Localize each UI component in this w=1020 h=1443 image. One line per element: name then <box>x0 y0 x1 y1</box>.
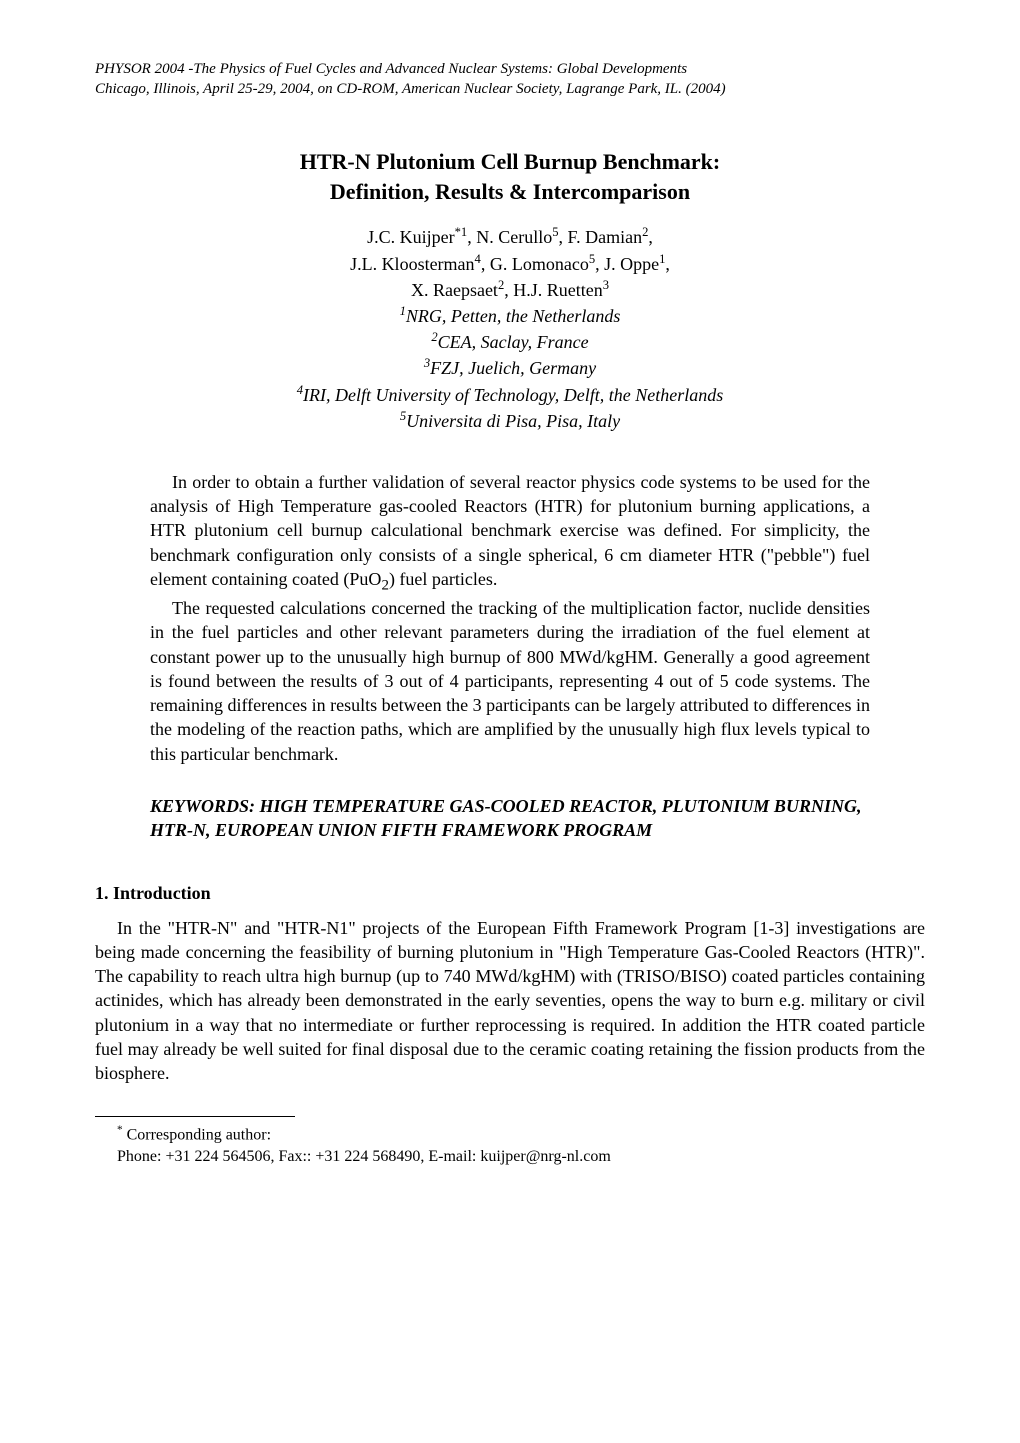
affiliation-2: 2CEA, Saclay, France <box>95 329 925 355</box>
page: PHYSOR 2004 -The Physics of Fuel Cycles … <box>0 0 1020 1229</box>
abstract-subscript: 2 <box>381 578 389 594</box>
abstract-text: ) fuel particles. <box>389 569 497 589</box>
footnote-line2: Phone: +31 224 564506, Fax:: +31 224 568… <box>117 1146 925 1168</box>
author-sep: , <box>648 227 653 247</box>
author-name: , G. Lomonaco <box>481 254 589 274</box>
section-1-body: In the "HTR-N" and "HTR-N1" projects of … <box>95 916 925 1086</box>
affil-text: CEA, Saclay, France <box>438 332 589 352</box>
footnote-line1: * Corresponding author: <box>117 1123 925 1147</box>
authors-line3: X. Raepsaet2, H.J. Ruetten3 <box>95 277 925 303</box>
affiliation-1: 1NRG, Petten, the Netherlands <box>95 303 925 329</box>
affil-text: FZJ, Juelich, Germany <box>430 358 596 378</box>
author-name: , H.J. Ruetten <box>504 280 603 300</box>
authors-block: J.C. Kuijper*1, N. Cerullo5, F. Damian2,… <box>95 224 925 434</box>
abstract-block: In order to obtain a further validation … <box>150 470 870 766</box>
title-block: HTR-N Plutonium Cell Burnup Benchmark: D… <box>95 147 925 206</box>
affiliation-5: 5Universita di Pisa, Pisa, Italy <box>95 408 925 434</box>
intro-paragraph-1: In the "HTR-N" and "HTR-N1" projects of … <box>95 916 925 1086</box>
affil-text: NRG, Petten, the Netherlands <box>406 306 620 326</box>
abstract-paragraph-1: In order to obtain a further validation … <box>150 470 870 596</box>
conference-header-line1: PHYSOR 2004 -The Physics of Fuel Cycles … <box>95 60 925 80</box>
abstract-text: In order to obtain a further validation … <box>150 472 870 589</box>
author-name: J.C. Kuijper <box>367 227 455 247</box>
footnote-separator <box>95 1116 295 1117</box>
conference-header-line2: Chicago, Illinois, April 25-29, 2004, on… <box>95 80 925 100</box>
keywords-block: KEYWORDS: HIGH TEMPERATURE GAS-COOLED RE… <box>150 794 870 843</box>
author-name: X. Raepsaet <box>411 280 498 300</box>
author-name: J.L. Kloosterman <box>350 254 474 274</box>
affiliation-4: 4IRI, Delft University of Technology, De… <box>95 382 925 408</box>
author-sup: 3 <box>603 278 609 292</box>
abstract-paragraph-2: The requested calculations concerned the… <box>150 596 870 766</box>
paper-title-line1: HTR-N Plutonium Cell Burnup Benchmark: <box>95 147 925 177</box>
footnote-block: * Corresponding author: Phone: +31 224 5… <box>95 1123 925 1169</box>
authors-line2: J.L. Kloosterman4, G. Lomonaco5, J. Oppe… <box>95 251 925 277</box>
affil-text: IRI, Delft University of Technology, Del… <box>303 385 723 405</box>
author-name: , J. Oppe <box>595 254 659 274</box>
affiliation-3: 3FZJ, Juelich, Germany <box>95 355 925 381</box>
paper-title-line2: Definition, Results & Intercomparison <box>95 177 925 207</box>
author-name: , F. Damian <box>559 227 643 247</box>
author-name: , N. Cerullo <box>467 227 552 247</box>
author-sup: *1 <box>455 225 468 239</box>
affil-text: Universita di Pisa, Pisa, Italy <box>406 411 620 431</box>
author-sep: , <box>665 254 670 274</box>
footnote-text: Corresponding author: <box>123 1126 271 1143</box>
authors-line1: J.C. Kuijper*1, N. Cerullo5, F. Damian2, <box>95 224 925 250</box>
section-1-heading: 1. Introduction <box>95 883 925 904</box>
